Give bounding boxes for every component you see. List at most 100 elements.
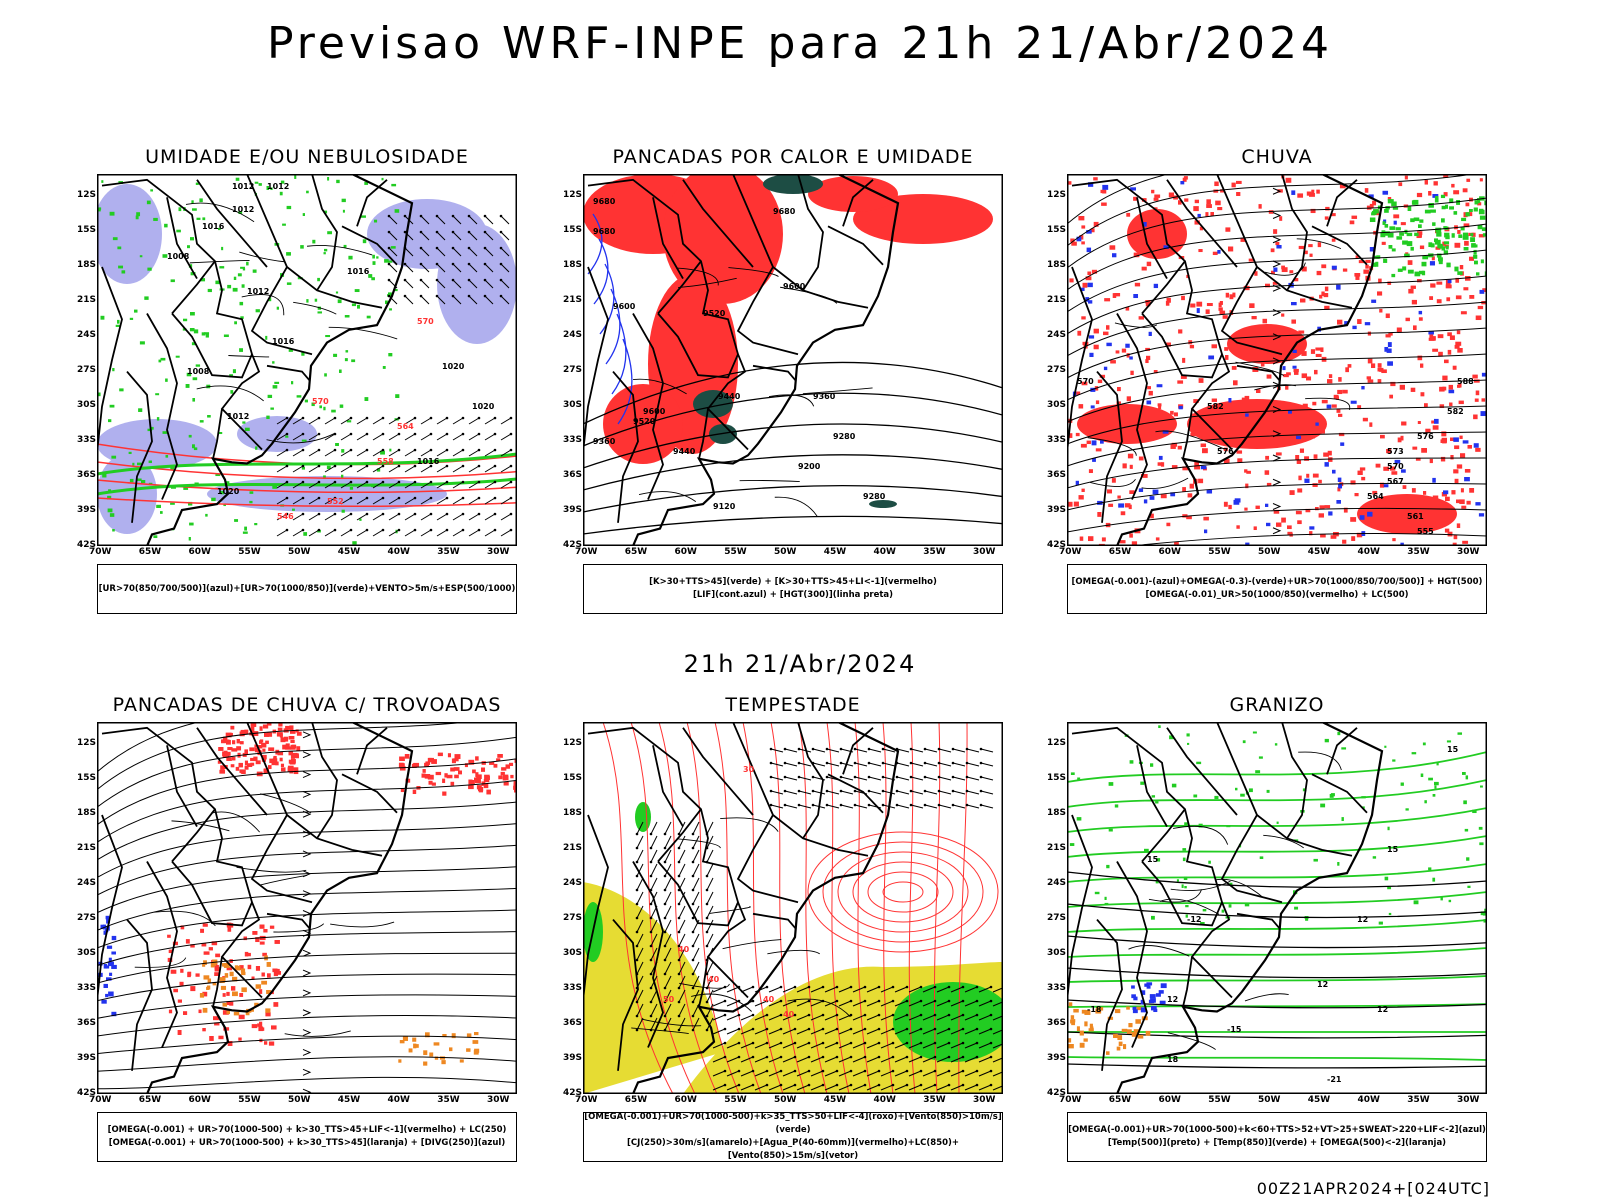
wind-vector — [372, 481, 384, 489]
state-line — [768, 394, 815, 407]
wind-vector — [484, 215, 494, 225]
contour-label: 1008 — [167, 252, 190, 261]
border-line — [587, 726, 749, 999]
wind-vector — [308, 465, 320, 473]
state-line — [1298, 751, 1342, 771]
wind-vector — [692, 1017, 700, 1031]
border-line — [682, 179, 754, 268]
wind-vector — [840, 804, 854, 809]
convective-area — [693, 174, 897, 508]
longitude-tick-label: 55W — [1208, 1095, 1231, 1105]
border-line — [1096, 371, 1123, 523]
border-line — [827, 225, 884, 266]
wind-vector — [910, 790, 924, 795]
map-border — [1067, 722, 1487, 1094]
wind-vector — [770, 790, 784, 795]
longitude-tick-label: 70W — [89, 547, 112, 557]
wind-vector — [372, 465, 384, 473]
longitude-tick-label: 30W — [973, 547, 996, 557]
state-line — [1305, 397, 1351, 411]
wind-vector — [866, 1070, 880, 1077]
map-base — [1067, 722, 1384, 1094]
latitude-tick-label: 33S — [77, 983, 97, 993]
wind-vector — [978, 1042, 992, 1049]
wind-vector — [726, 1070, 740, 1077]
wind-vector — [404, 497, 416, 505]
state-line — [1215, 878, 1264, 898]
wind-vector — [854, 748, 868, 753]
wind-vector — [952, 804, 966, 809]
state-line — [1254, 384, 1296, 391]
border-line — [126, 919, 153, 1071]
shaded-area — [1227, 324, 1307, 364]
wind-vector — [784, 804, 798, 809]
state-line — [185, 202, 255, 223]
wind-vector — [420, 481, 432, 489]
wind-vector — [324, 449, 336, 457]
wind-vector — [484, 449, 496, 457]
wind-vector — [980, 790, 994, 795]
longitude-tick-label: 45W — [823, 547, 847, 557]
wind-vector — [324, 513, 336, 521]
wind-vector — [468, 497, 480, 505]
border-line — [732, 174, 869, 309]
wind-vector — [404, 433, 416, 441]
wind-vector — [420, 215, 430, 225]
wind-vector — [678, 1017, 686, 1031]
contour-label: 561 — [1407, 512, 1424, 521]
wind-vector — [908, 1028, 922, 1035]
border-line — [682, 727, 754, 816]
border-line — [212, 408, 223, 460]
wind-vector — [824, 1084, 838, 1091]
wind-vector — [784, 790, 798, 795]
wind-vector — [308, 481, 320, 489]
wind-vector — [664, 863, 672, 877]
latitude-tick-label: 24S — [77, 330, 97, 340]
wind-vector — [340, 497, 352, 505]
latitude-tick-label: 39S — [1047, 505, 1067, 515]
longitude-tick-label: 35W — [437, 547, 460, 557]
contour-label: 12 — [1317, 980, 1328, 989]
wind-vector — [882, 748, 896, 753]
border-line — [97, 266, 123, 458]
storm-orange — [398, 1032, 480, 1066]
wind-vector — [936, 1056, 950, 1063]
contour-label: 570 — [312, 397, 329, 406]
panel-title: UMIDADE E/OU NEBULOSIDADE — [145, 146, 469, 168]
wind-vector — [824, 1056, 838, 1063]
contour-label: 1012 — [267, 182, 289, 191]
state-line — [1114, 322, 1158, 328]
wind-vector — [276, 449, 288, 457]
wind-vector — [356, 433, 368, 441]
wind-vector — [950, 1084, 964, 1091]
wind-vector — [692, 821, 700, 835]
wind-vector — [812, 748, 826, 753]
wind-vector — [964, 1014, 978, 1021]
wind-vector — [938, 748, 952, 753]
wind-vector — [782, 1084, 796, 1091]
wind-vector — [678, 891, 686, 905]
shaded-area — [1077, 404, 1177, 444]
lifted-index-contours — [587, 213, 633, 425]
wind-vector — [340, 481, 352, 489]
wind-vector — [706, 905, 714, 919]
contour-label: 1012 — [232, 205, 254, 214]
latitude-tick-label: 33S — [563, 435, 583, 445]
border-line — [1236, 364, 1281, 382]
legend-line: [OMEGA(-0.001) + UR>70(1000-500) + k>30_… — [108, 1138, 506, 1148]
wind-vector — [936, 986, 950, 993]
wind-vector — [452, 449, 464, 457]
wind-vector — [740, 1042, 754, 1049]
latitude-tick-label: 18S — [1047, 260, 1067, 270]
streamline — [97, 722, 202, 773]
coastline — [631, 722, 900, 1094]
wind-vector — [796, 1042, 810, 1049]
temp-850-contours — [1067, 751, 1487, 1061]
border-line — [246, 722, 383, 857]
wind-vector — [754, 1056, 768, 1063]
border-line — [587, 178, 749, 451]
state-line — [774, 496, 818, 517]
border-line — [752, 912, 797, 930]
contour-label: 12 — [1377, 1005, 1388, 1014]
contour-label: 9680 — [773, 207, 796, 216]
